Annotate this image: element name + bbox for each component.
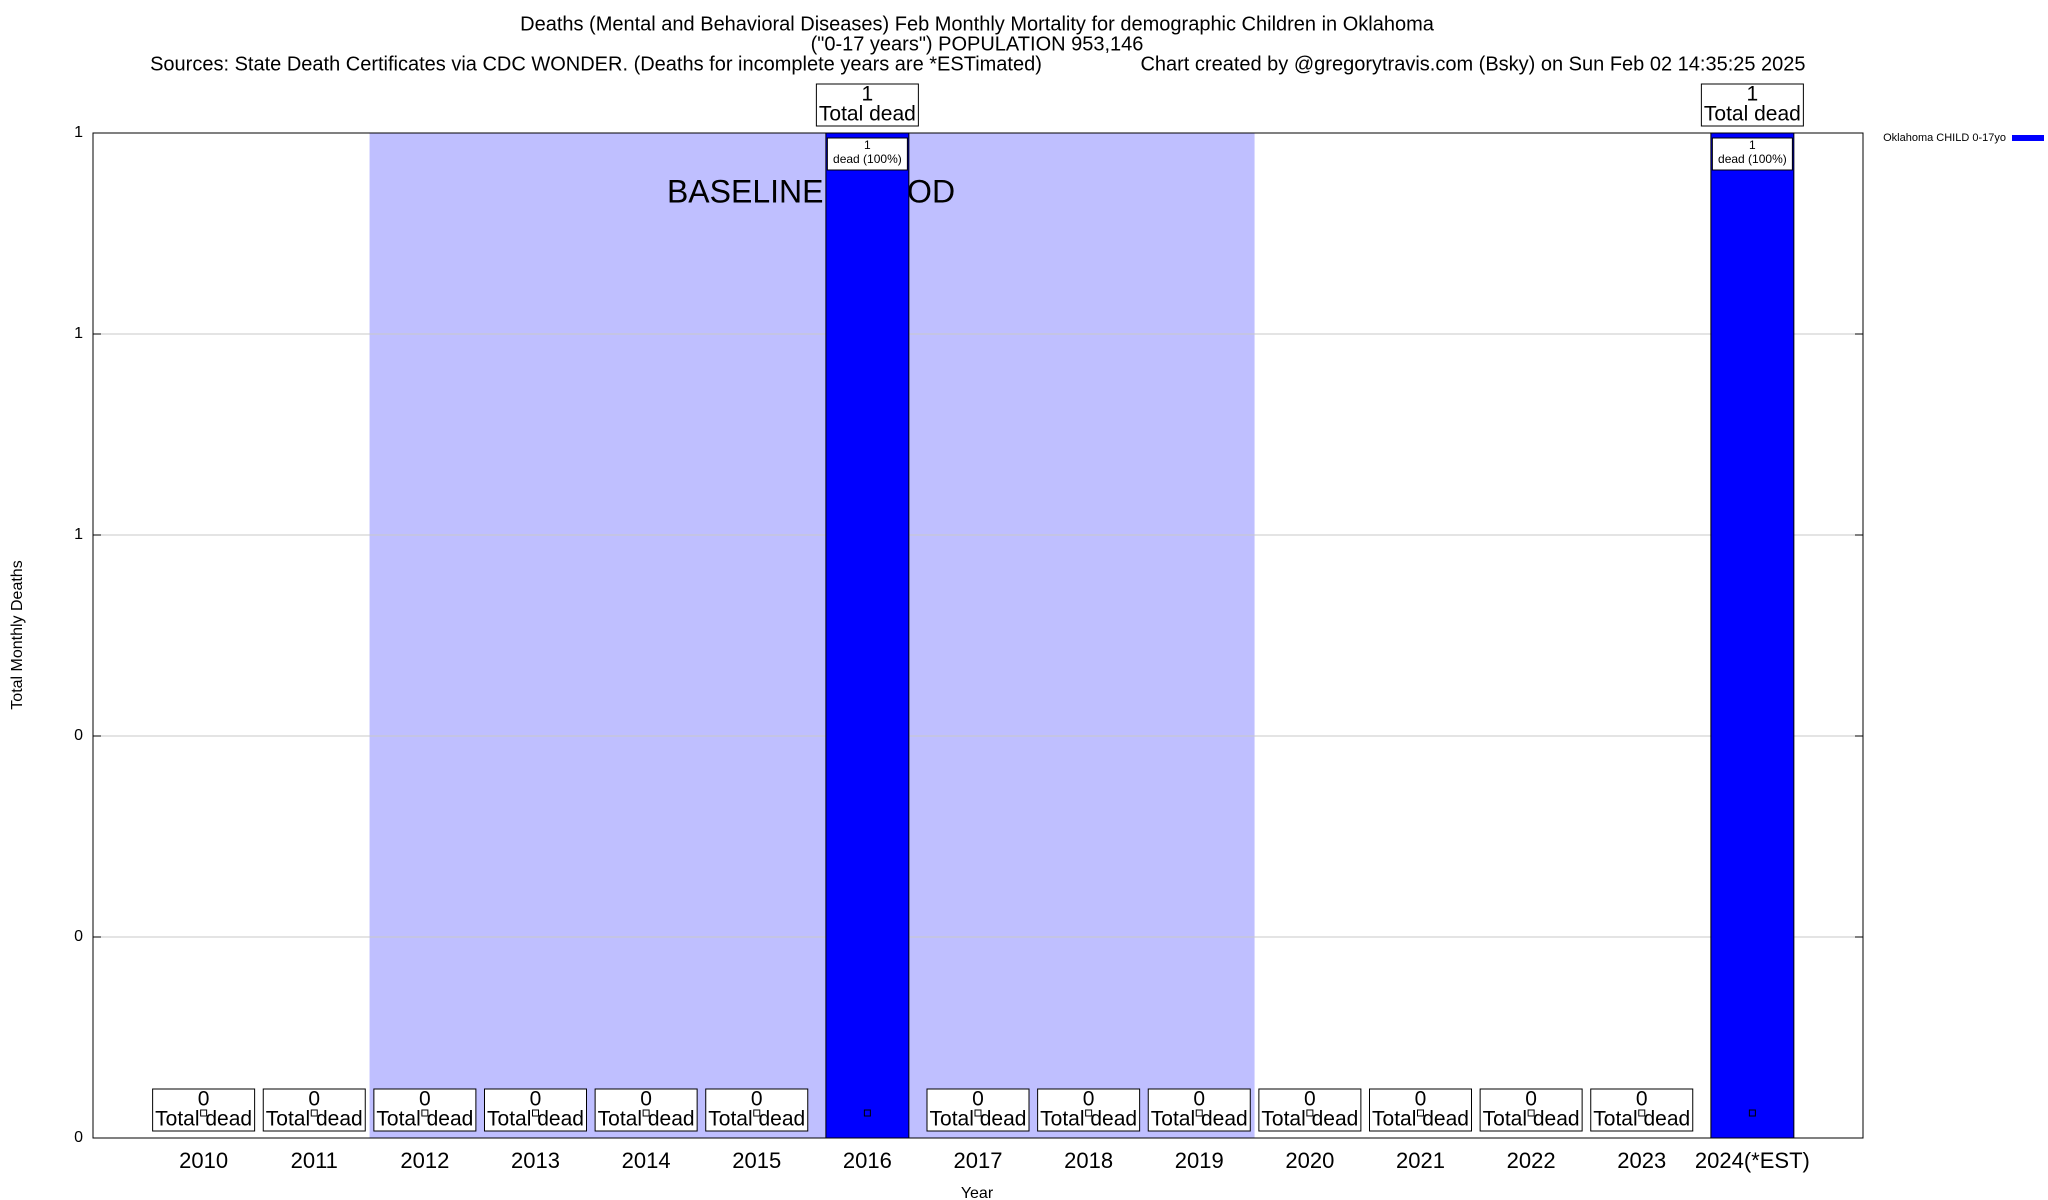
data-label-box xyxy=(1037,1088,1141,1132)
x-tick-label: 2021 xyxy=(1396,1148,1445,1173)
data-label: 0 xyxy=(308,1088,320,1111)
x-tick-marker xyxy=(1195,1109,1203,1117)
data-label: 1 xyxy=(862,83,874,106)
data-label: 0 xyxy=(1636,1088,1648,1111)
data-label-caption: Total dead xyxy=(155,1108,252,1131)
x-tick-label: 2024(*EST) xyxy=(1695,1148,1810,1173)
data-label-caption: Total dead xyxy=(1593,1108,1690,1131)
x-tick-label: 2012 xyxy=(400,1148,449,1173)
data-label-box xyxy=(926,1088,1030,1132)
y-tick-label: 0 xyxy=(74,1129,83,1146)
bar xyxy=(1710,132,1795,1139)
inner-label-value: 1 xyxy=(1749,138,1756,152)
x-tick-marker xyxy=(1527,1109,1535,1117)
x-tick-label: 2011 xyxy=(291,1148,338,1173)
data-label-caption: Total dead xyxy=(266,1108,363,1131)
x-tick-label: 2017 xyxy=(954,1148,1003,1173)
x-tick-marker xyxy=(642,1109,650,1117)
y-tick-label: 0 xyxy=(74,727,83,744)
chart-subtitle: ("0-17 years") POPULATION 953,146 xyxy=(811,33,1144,55)
x-tick-marker xyxy=(1306,1109,1314,1117)
baseline-label: BASELINE PERIOD xyxy=(667,173,955,209)
x-tick-label: 2015 xyxy=(732,1148,781,1173)
plot-frame xyxy=(92,132,1864,1139)
data-label-caption: Total dead xyxy=(708,1108,805,1131)
x-tick-label: 2022 xyxy=(1507,1148,1556,1173)
data-label-caption: Total dead xyxy=(1483,1108,1580,1131)
x-tick-marker xyxy=(532,1109,539,1117)
bar xyxy=(825,132,910,1139)
x-tick-marker xyxy=(1638,1109,1646,1117)
data-label: 0 xyxy=(1415,1088,1427,1111)
x-tick-label: 2013 xyxy=(511,1148,560,1173)
x-tick-label: 2020 xyxy=(1285,1148,1334,1173)
x-tick-label: 2016 xyxy=(843,1148,892,1173)
inner-label-box xyxy=(1711,137,1793,171)
x-tick-label: 2010 xyxy=(179,1148,228,1173)
data-label-box xyxy=(815,83,919,127)
x-tick-label: 2019 xyxy=(1175,1148,1224,1173)
sources: Sources: State Death Certificates via CD… xyxy=(150,53,1042,75)
data-label-caption: Total dead xyxy=(1372,1108,1469,1131)
data-label: 0 xyxy=(640,1088,652,1111)
data-label-caption: Total dead xyxy=(598,1108,695,1131)
data-label-box xyxy=(705,1088,809,1132)
x-tick-marker xyxy=(200,1109,208,1117)
data-label-caption: Total dead xyxy=(1704,103,1801,126)
data-label-box xyxy=(1700,83,1804,127)
data-label: 0 xyxy=(1525,1088,1537,1111)
data-label: 0 xyxy=(530,1088,542,1111)
y-tick-label: 1 xyxy=(74,325,83,342)
chart-title: Deaths (Mental and Behavioral Diseases) … xyxy=(520,13,1435,35)
inner-label-value: 1 xyxy=(864,138,871,152)
data-label: 0 xyxy=(419,1088,431,1111)
data-label: 0 xyxy=(1304,1088,1316,1111)
x-tick-marker xyxy=(753,1109,761,1117)
x-tick-marker xyxy=(310,1109,318,1117)
data-label-caption: Total dead xyxy=(930,1108,1027,1131)
x-tick-marker xyxy=(1748,1109,1756,1117)
x-tick-marker xyxy=(421,1109,429,1117)
x-tick-marker xyxy=(1417,1109,1424,1117)
data-label: 0 xyxy=(1083,1088,1095,1111)
data-label-caption: Total dead xyxy=(1040,1108,1137,1131)
y-tick-label: 0 xyxy=(74,928,83,945)
data-label-caption: Total dead xyxy=(1151,1108,1248,1131)
y-tick-label: 1 xyxy=(74,124,83,141)
x-tick-label: 2023 xyxy=(1617,1148,1666,1173)
y-tick-label: 1 xyxy=(74,526,83,543)
data-label: 0 xyxy=(198,1088,210,1111)
x-tick-marker xyxy=(1085,1109,1093,1117)
x-tick-marker xyxy=(863,1109,871,1117)
inner-label: dead (100%) xyxy=(1718,152,1787,166)
data-label-caption: Total dead xyxy=(487,1108,584,1131)
data-label: 1 xyxy=(1747,83,1759,106)
data-label: 0 xyxy=(1193,1088,1205,1111)
x-tick-label: 2018 xyxy=(1064,1148,1113,1173)
data-label-caption: Total dead xyxy=(1261,1108,1358,1131)
data-label: 0 xyxy=(751,1088,763,1111)
x-tick-marker xyxy=(974,1109,982,1117)
y-axis-label: Total Monthly Deaths xyxy=(9,560,26,709)
data-label-caption: Total dead xyxy=(819,103,916,126)
legend-label: Oklahoma CHILD 0-17yo xyxy=(1883,132,2006,144)
inner-label-box xyxy=(826,137,908,171)
x-axis-label: Year xyxy=(961,1185,994,1200)
data-label-caption: Total dead xyxy=(376,1108,473,1131)
inner-label: dead (100%) xyxy=(833,152,902,166)
baseline-region xyxy=(369,133,1255,1138)
credit: Chart created by @gregorytravis.com (Bsk… xyxy=(1140,53,1805,75)
data-label: 0 xyxy=(972,1088,984,1111)
x-tick-label: 2014 xyxy=(622,1148,671,1173)
